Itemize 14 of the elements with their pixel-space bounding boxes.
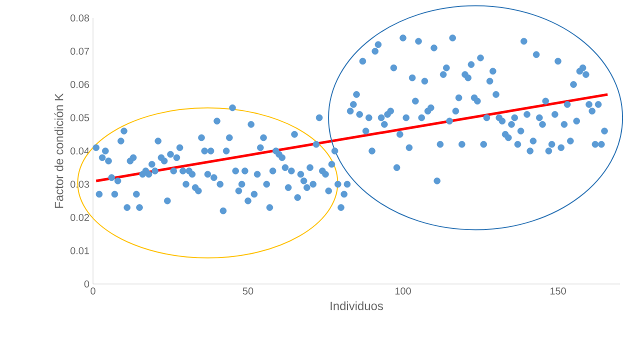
x-tick-label: 0 (90, 288, 96, 295)
y-tick-label: 0.06 (70, 80, 90, 88)
x-tick-label: 150 (550, 288, 566, 295)
x-axis-title: Individuos (330, 301, 383, 310)
y-tick-label: 0.07 (70, 48, 89, 55)
y-tick-label: 0.05 (70, 114, 90, 122)
y-axis-title: Factor de condición K (54, 93, 64, 208)
x-tick-label: 100 (395, 288, 411, 295)
y-tick-label: 0 (84, 280, 90, 288)
y-tick-label: 0.04 (70, 147, 90, 155)
x-tick-label: 50 (242, 288, 254, 295)
y-tick-label: 0.01 (70, 247, 89, 254)
y-tick-label: 0.02 (70, 214, 89, 222)
y-tick-label: 0.08 (70, 14, 90, 22)
